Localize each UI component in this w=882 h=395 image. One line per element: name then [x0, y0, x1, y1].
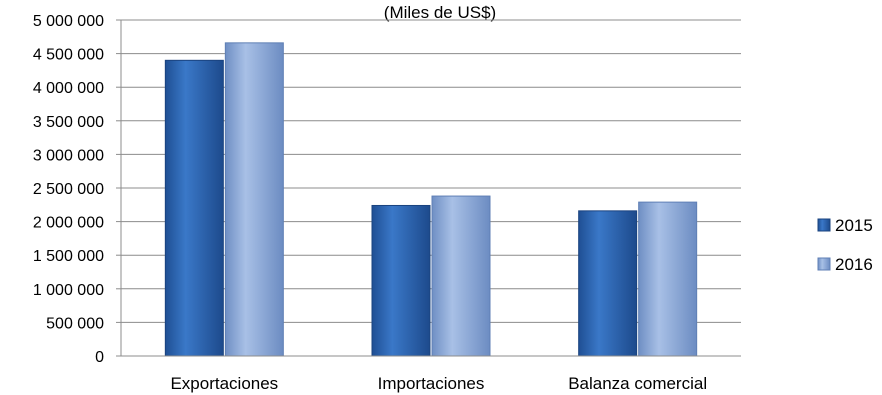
bar-2016-2 — [638, 201, 698, 357]
x-category-label: Balanza comercial — [568, 374, 707, 393]
y-tick-label: 4 500 000 — [33, 47, 104, 64]
legend-swatch-2015 — [817, 218, 831, 232]
y-tick-label: 3 000 000 — [33, 147, 104, 164]
bar-2015-0 — [164, 59, 224, 357]
y-tick-label: 1 000 000 — [33, 282, 104, 299]
legend: 2015 2016 — [817, 216, 873, 274]
bar-2015-1 — [371, 204, 431, 357]
y-tick-label: 500 000 — [46, 315, 104, 332]
y-tick-label: 1 500 000 — [33, 248, 104, 265]
y-axis: 0 500 000 1 000 000 1 500 000 2 000 000 2 500… — [33, 13, 122, 366]
legend-label-2016: 2016 — [835, 255, 873, 274]
bar-2016-0 — [224, 42, 284, 357]
x-axis: Exportaciones Importaciones Balanza comerc… — [121, 355, 741, 393]
y-tick-label: 5 000 000 — [33, 13, 104, 30]
bar-2016-1 — [431, 195, 491, 357]
legend-label-2015: 2015 — [835, 216, 873, 235]
y-tick-label: 3 500 000 — [33, 114, 104, 131]
x-category-label: Exportaciones — [170, 374, 278, 393]
y-tick-label: 2 000 000 — [33, 215, 104, 232]
bar-2015-2 — [578, 210, 638, 357]
bars — [164, 42, 698, 357]
gridlines — [121, 19, 741, 357]
y-tick-label: 2 500 000 — [33, 181, 104, 198]
y-tick-label: 4 000 000 — [33, 80, 104, 97]
x-category-label: Importaciones — [378, 374, 485, 393]
chart-subtitle: (Miles de US$) — [384, 3, 496, 22]
y-tick-label: 0 — [95, 349, 104, 366]
legend-swatch-2016 — [817, 257, 831, 271]
